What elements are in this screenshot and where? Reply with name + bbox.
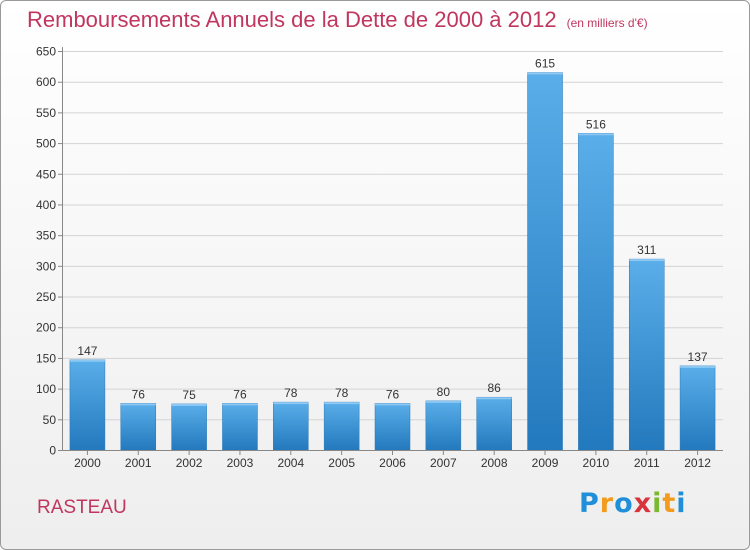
data-label-2000: 147 bbox=[77, 344, 97, 358]
labels: 0 50 100 150 200 250 300 350 400 450 500 550 600 650 1… bbox=[36, 45, 711, 471]
bar-2011 bbox=[628, 258, 665, 451]
bar-2003 bbox=[222, 403, 258, 451]
data-label-2006: 76 bbox=[386, 387, 400, 401]
ytick-label-400: 400 bbox=[36, 198, 56, 212]
bar-highlight-2001 bbox=[120, 403, 156, 406]
xtick-label-2011: 2011 bbox=[634, 456, 660, 470]
data-label-2001: 76 bbox=[132, 387, 146, 401]
xtick-label-2002: 2002 bbox=[176, 456, 203, 470]
bar-highlight-2006 bbox=[375, 403, 410, 406]
bar-highlight-2012 bbox=[680, 365, 716, 368]
data-label-2008: 86 bbox=[488, 381, 502, 395]
data-label-2010: 516 bbox=[586, 117, 606, 131]
data-label-2003: 76 bbox=[233, 387, 247, 401]
proxiti-logo: Proxiti bbox=[579, 488, 687, 519]
data-label-2005: 78 bbox=[335, 386, 349, 400]
logo-letter: x bbox=[633, 488, 653, 519]
chart-title: Remboursements Annuels de la Dette de 20… bbox=[27, 7, 648, 33]
xtick-label-2005: 2005 bbox=[328, 456, 355, 470]
chart-title-text: Remboursements Annuels de la Dette de 20… bbox=[27, 7, 557, 32]
bar-2004 bbox=[273, 401, 309, 451]
ytick-label-650: 650 bbox=[36, 45, 56, 59]
bar-2012 bbox=[679, 365, 716, 451]
bar-highlight-2000 bbox=[69, 359, 105, 362]
xtick-label-2009: 2009 bbox=[532, 456, 559, 470]
bar-highlight-2004 bbox=[273, 402, 309, 405]
data-label-2012: 137 bbox=[688, 350, 708, 364]
ytick-label-250: 250 bbox=[36, 290, 56, 304]
logo-letter: P bbox=[579, 488, 600, 519]
xtick-label-2004: 2004 bbox=[277, 456, 304, 470]
ytick-label-100: 100 bbox=[36, 382, 56, 396]
xtick-label-2007: 2007 bbox=[430, 456, 457, 470]
bar-highlight-2002 bbox=[171, 403, 207, 406]
data-label-2009: 615 bbox=[535, 56, 555, 70]
data-label-2011: 311 bbox=[637, 243, 656, 257]
ytick-label-500: 500 bbox=[36, 137, 56, 151]
chart-unit-label: (en milliers d'€) bbox=[566, 16, 648, 30]
commune-name: RASTEAU bbox=[37, 497, 127, 518]
bar-highlight-2010 bbox=[578, 133, 614, 136]
bar-highlight-2005 bbox=[324, 402, 360, 405]
ytick-label-300: 300 bbox=[36, 259, 56, 273]
xtick-label-2010: 2010 bbox=[583, 456, 610, 470]
bar-highlight-2008 bbox=[476, 397, 512, 400]
ytick-label-350: 350 bbox=[36, 229, 56, 243]
data-label-2002: 75 bbox=[182, 388, 196, 402]
bar-highlight-2009 bbox=[527, 72, 563, 75]
xtick-label-2012: 2012 bbox=[684, 456, 711, 470]
xtick-label-2003: 2003 bbox=[227, 456, 254, 470]
ytick-label-0: 0 bbox=[49, 444, 56, 458]
logo-letter: t bbox=[662, 488, 677, 519]
logo-letter: r bbox=[599, 488, 615, 519]
data-label-2004: 78 bbox=[284, 386, 298, 400]
bar-2010 bbox=[578, 133, 614, 451]
bar-2009 bbox=[527, 72, 563, 451]
logo-letter: o bbox=[614, 488, 634, 519]
bar-highlight-2003 bbox=[222, 403, 258, 406]
bar-2000 bbox=[69, 359, 106, 451]
xtick-label-2008: 2008 bbox=[481, 456, 508, 470]
bar-highlight-2011 bbox=[629, 259, 665, 262]
ytick-label-150: 150 bbox=[36, 351, 56, 365]
ytick-label-200: 200 bbox=[36, 321, 56, 335]
xtick-label-2000: 2000 bbox=[74, 456, 101, 470]
xtick-label-2006: 2006 bbox=[379, 456, 406, 470]
bar-2001 bbox=[120, 403, 157, 451]
data-label-2007: 80 bbox=[437, 385, 451, 399]
bar-highlight-2007 bbox=[425, 400, 461, 403]
ytick-label-50: 50 bbox=[43, 413, 57, 427]
axes bbox=[58, 47, 723, 455]
bar-2002 bbox=[171, 403, 207, 451]
bar-2007 bbox=[425, 400, 462, 451]
logo-letter: i bbox=[676, 488, 687, 519]
bar-2008 bbox=[476, 396, 512, 451]
bar-2005 bbox=[323, 401, 360, 451]
xtick-label-2001: 2001 bbox=[125, 456, 152, 470]
ytick-label-600: 600 bbox=[36, 75, 56, 89]
bar-2006 bbox=[374, 403, 411, 451]
ytick-label-450: 450 bbox=[36, 167, 56, 181]
logo-letter: i bbox=[652, 488, 663, 519]
ytick-label-550: 550 bbox=[36, 106, 56, 120]
